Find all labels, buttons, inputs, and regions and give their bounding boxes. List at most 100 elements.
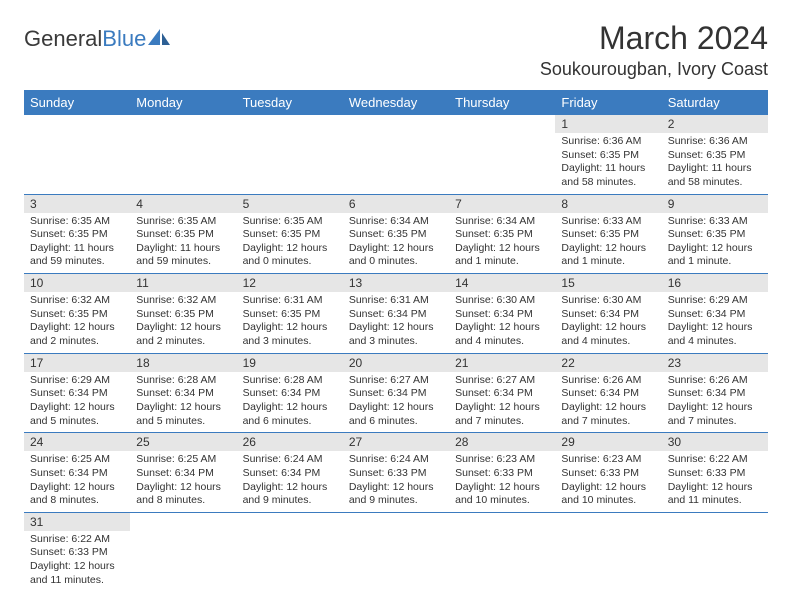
logo-text-1: General (24, 26, 102, 51)
day-cell: 29Sunrise: 6:23 AMSunset: 6:33 PMDayligh… (555, 433, 661, 513)
day-cell: 24Sunrise: 6:25 AMSunset: 6:34 PMDayligh… (24, 433, 130, 513)
day-cell: 21Sunrise: 6:27 AMSunset: 6:34 PMDayligh… (449, 353, 555, 433)
day-number: 2 (662, 115, 768, 133)
day-cell: 10Sunrise: 6:32 AMSunset: 6:35 PMDayligh… (24, 274, 130, 354)
logo-text: GeneralBlue (24, 26, 146, 52)
header: GeneralBlue March 2024 Soukourougban, Iv… (24, 20, 768, 80)
day-details: Sunrise: 6:24 AMSunset: 6:33 PMDaylight:… (343, 451, 449, 512)
day-cell (130, 512, 236, 591)
day-number: 16 (662, 274, 768, 292)
day-cell: 31Sunrise: 6:22 AMSunset: 6:33 PMDayligh… (24, 512, 130, 591)
day-cell: 4Sunrise: 6:35 AMSunset: 6:35 PMDaylight… (130, 194, 236, 274)
location: Soukourougban, Ivory Coast (540, 59, 768, 80)
calendar-page: GeneralBlue March 2024 Soukourougban, Iv… (0, 0, 792, 611)
day-details: Sunrise: 6:32 AMSunset: 6:35 PMDaylight:… (24, 292, 130, 353)
day-cell (449, 115, 555, 194)
week-row: 24Sunrise: 6:25 AMSunset: 6:34 PMDayligh… (24, 433, 768, 513)
day-details: Sunrise: 6:33 AMSunset: 6:35 PMDaylight:… (555, 213, 661, 274)
day-cell: 26Sunrise: 6:24 AMSunset: 6:34 PMDayligh… (237, 433, 343, 513)
day-details: Sunrise: 6:36 AMSunset: 6:35 PMDaylight:… (555, 133, 661, 194)
day-number: 27 (343, 433, 449, 451)
calendar-table: SundayMondayTuesdayWednesdayThursdayFrid… (24, 90, 768, 591)
day-cell: 6Sunrise: 6:34 AMSunset: 6:35 PMDaylight… (343, 194, 449, 274)
day-details: Sunrise: 6:33 AMSunset: 6:35 PMDaylight:… (662, 213, 768, 274)
day-details: Sunrise: 6:27 AMSunset: 6:34 PMDaylight:… (343, 372, 449, 433)
day-details: Sunrise: 6:31 AMSunset: 6:35 PMDaylight:… (237, 292, 343, 353)
day-details: Sunrise: 6:31 AMSunset: 6:34 PMDaylight:… (343, 292, 449, 353)
day-cell (555, 512, 661, 591)
weekday-header: Wednesday (343, 90, 449, 115)
month-title: March 2024 (540, 20, 768, 57)
weekday-header: Sunday (24, 90, 130, 115)
day-cell (343, 512, 449, 591)
day-number: 4 (130, 195, 236, 213)
day-details: Sunrise: 6:30 AMSunset: 6:34 PMDaylight:… (449, 292, 555, 353)
day-cell (237, 512, 343, 591)
day-cell: 27Sunrise: 6:24 AMSunset: 6:33 PMDayligh… (343, 433, 449, 513)
day-details: Sunrise: 6:24 AMSunset: 6:34 PMDaylight:… (237, 451, 343, 512)
day-cell: 16Sunrise: 6:29 AMSunset: 6:34 PMDayligh… (662, 274, 768, 354)
day-details: Sunrise: 6:34 AMSunset: 6:35 PMDaylight:… (343, 213, 449, 274)
day-number: 1 (555, 115, 661, 133)
week-row: 3Sunrise: 6:35 AMSunset: 6:35 PMDaylight… (24, 194, 768, 274)
day-cell (343, 115, 449, 194)
title-block: March 2024 Soukourougban, Ivory Coast (540, 20, 768, 80)
day-cell: 28Sunrise: 6:23 AMSunset: 6:33 PMDayligh… (449, 433, 555, 513)
day-number: 23 (662, 354, 768, 372)
day-number: 6 (343, 195, 449, 213)
day-number: 9 (662, 195, 768, 213)
day-details: Sunrise: 6:22 AMSunset: 6:33 PMDaylight:… (24, 531, 130, 592)
day-cell: 14Sunrise: 6:30 AMSunset: 6:34 PMDayligh… (449, 274, 555, 354)
day-cell: 5Sunrise: 6:35 AMSunset: 6:35 PMDaylight… (237, 194, 343, 274)
day-details: Sunrise: 6:32 AMSunset: 6:35 PMDaylight:… (130, 292, 236, 353)
logo-text-2: Blue (102, 26, 146, 51)
day-details: Sunrise: 6:23 AMSunset: 6:33 PMDaylight:… (555, 451, 661, 512)
day-details: Sunrise: 6:25 AMSunset: 6:34 PMDaylight:… (130, 451, 236, 512)
day-number: 15 (555, 274, 661, 292)
weekday-header-row: SundayMondayTuesdayWednesdayThursdayFrid… (24, 90, 768, 115)
calendar-body: 1Sunrise: 6:36 AMSunset: 6:35 PMDaylight… (24, 115, 768, 591)
day-cell (662, 512, 768, 591)
day-details: Sunrise: 6:26 AMSunset: 6:34 PMDaylight:… (662, 372, 768, 433)
day-number: 12 (237, 274, 343, 292)
day-number: 24 (24, 433, 130, 451)
week-row: 10Sunrise: 6:32 AMSunset: 6:35 PMDayligh… (24, 274, 768, 354)
day-cell: 15Sunrise: 6:30 AMSunset: 6:34 PMDayligh… (555, 274, 661, 354)
logo-sail-icon (146, 27, 172, 49)
day-details: Sunrise: 6:35 AMSunset: 6:35 PMDaylight:… (237, 213, 343, 274)
day-cell: 9Sunrise: 6:33 AMSunset: 6:35 PMDaylight… (662, 194, 768, 274)
day-cell (130, 115, 236, 194)
day-number: 31 (24, 513, 130, 531)
day-cell: 25Sunrise: 6:25 AMSunset: 6:34 PMDayligh… (130, 433, 236, 513)
day-details: Sunrise: 6:34 AMSunset: 6:35 PMDaylight:… (449, 213, 555, 274)
day-cell: 13Sunrise: 6:31 AMSunset: 6:34 PMDayligh… (343, 274, 449, 354)
weekday-header: Monday (130, 90, 236, 115)
day-details: Sunrise: 6:26 AMSunset: 6:34 PMDaylight:… (555, 372, 661, 433)
day-cell: 18Sunrise: 6:28 AMSunset: 6:34 PMDayligh… (130, 353, 236, 433)
day-details: Sunrise: 6:29 AMSunset: 6:34 PMDaylight:… (24, 372, 130, 433)
day-details: Sunrise: 6:25 AMSunset: 6:34 PMDaylight:… (24, 451, 130, 512)
day-cell: 2Sunrise: 6:36 AMSunset: 6:35 PMDaylight… (662, 115, 768, 194)
weekday-header: Friday (555, 90, 661, 115)
day-number: 26 (237, 433, 343, 451)
day-number: 14 (449, 274, 555, 292)
day-details: Sunrise: 6:35 AMSunset: 6:35 PMDaylight:… (24, 213, 130, 274)
week-row: 31Sunrise: 6:22 AMSunset: 6:33 PMDayligh… (24, 512, 768, 591)
day-cell: 1Sunrise: 6:36 AMSunset: 6:35 PMDaylight… (555, 115, 661, 194)
day-details: Sunrise: 6:22 AMSunset: 6:33 PMDaylight:… (662, 451, 768, 512)
day-cell: 22Sunrise: 6:26 AMSunset: 6:34 PMDayligh… (555, 353, 661, 433)
day-number: 29 (555, 433, 661, 451)
day-details: Sunrise: 6:36 AMSunset: 6:35 PMDaylight:… (662, 133, 768, 194)
day-number: 13 (343, 274, 449, 292)
day-number: 22 (555, 354, 661, 372)
logo: GeneralBlue (24, 26, 172, 52)
day-cell: 11Sunrise: 6:32 AMSunset: 6:35 PMDayligh… (130, 274, 236, 354)
day-number: 30 (662, 433, 768, 451)
day-cell (449, 512, 555, 591)
day-number: 21 (449, 354, 555, 372)
week-row: 17Sunrise: 6:29 AMSunset: 6:34 PMDayligh… (24, 353, 768, 433)
day-cell: 23Sunrise: 6:26 AMSunset: 6:34 PMDayligh… (662, 353, 768, 433)
day-number: 8 (555, 195, 661, 213)
day-details: Sunrise: 6:28 AMSunset: 6:34 PMDaylight:… (237, 372, 343, 433)
day-number: 11 (130, 274, 236, 292)
